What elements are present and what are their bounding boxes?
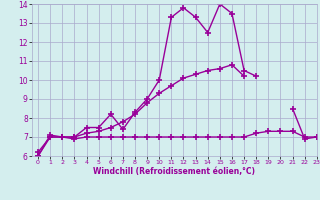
X-axis label: Windchill (Refroidissement éolien,°C): Windchill (Refroidissement éolien,°C)	[93, 167, 255, 176]
